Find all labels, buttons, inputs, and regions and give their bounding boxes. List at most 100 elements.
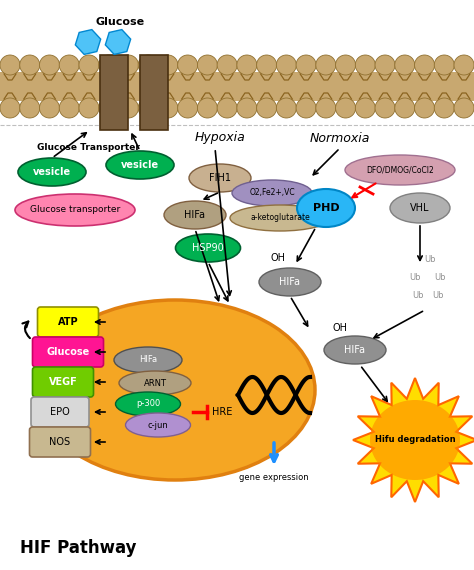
Text: O2,Fe2+,VC: O2,Fe2+,VC: [249, 189, 295, 197]
Circle shape: [178, 55, 198, 75]
Circle shape: [118, 55, 138, 75]
Circle shape: [296, 55, 316, 75]
Circle shape: [39, 55, 59, 75]
Circle shape: [39, 98, 59, 118]
Circle shape: [197, 98, 218, 118]
Text: HSP90: HSP90: [192, 243, 224, 253]
Text: Glucose: Glucose: [95, 17, 145, 27]
Circle shape: [0, 55, 20, 75]
Circle shape: [356, 55, 375, 75]
Circle shape: [178, 98, 198, 118]
Circle shape: [237, 55, 257, 75]
Circle shape: [217, 98, 237, 118]
Circle shape: [79, 98, 99, 118]
Text: Ub: Ub: [409, 274, 421, 283]
Ellipse shape: [259, 268, 321, 296]
Text: HIFa: HIFa: [184, 210, 206, 220]
Circle shape: [395, 55, 415, 75]
Text: ARNT: ARNT: [144, 378, 166, 388]
Circle shape: [375, 55, 395, 75]
Text: a-ketoglutarate: a-ketoglutarate: [250, 214, 310, 222]
FancyBboxPatch shape: [33, 337, 103, 367]
Circle shape: [20, 98, 40, 118]
Circle shape: [316, 55, 336, 75]
Text: HIFa: HIFa: [139, 356, 157, 364]
Ellipse shape: [35, 300, 315, 480]
Ellipse shape: [390, 193, 450, 223]
FancyBboxPatch shape: [29, 427, 91, 457]
Text: FIH1: FIH1: [209, 173, 231, 183]
FancyBboxPatch shape: [37, 307, 99, 337]
Text: Hypoxia: Hypoxia: [195, 132, 246, 145]
Ellipse shape: [18, 158, 86, 186]
Text: Glucose transporter: Glucose transporter: [30, 206, 120, 214]
Circle shape: [0, 98, 20, 118]
Ellipse shape: [297, 189, 355, 227]
Text: NOS: NOS: [49, 437, 71, 447]
Circle shape: [454, 98, 474, 118]
Text: Ub: Ub: [412, 291, 424, 300]
Circle shape: [316, 98, 336, 118]
Bar: [100, 55, 128, 130]
Bar: [0, 72, 474, 101]
Text: Normoxia: Normoxia: [310, 132, 370, 145]
Bar: [140, 55, 168, 130]
Circle shape: [79, 55, 99, 75]
Text: PHD: PHD: [313, 203, 339, 213]
Ellipse shape: [126, 413, 191, 437]
Circle shape: [217, 55, 237, 75]
Text: Ub: Ub: [432, 291, 444, 300]
Circle shape: [336, 98, 356, 118]
Circle shape: [296, 98, 316, 118]
Text: HIF Pathway: HIF Pathway: [20, 539, 137, 557]
Ellipse shape: [164, 201, 226, 229]
Text: OH: OH: [271, 253, 285, 263]
Ellipse shape: [116, 392, 181, 416]
Text: VEGF: VEGF: [49, 377, 77, 387]
Text: vesicle: vesicle: [33, 167, 71, 177]
Circle shape: [395, 98, 415, 118]
Circle shape: [336, 55, 356, 75]
Circle shape: [434, 98, 454, 118]
Circle shape: [59, 55, 79, 75]
Ellipse shape: [106, 151, 174, 179]
Text: Glucose Transporter: Glucose Transporter: [36, 144, 139, 153]
Circle shape: [138, 55, 158, 75]
Text: DFO/DMOG/CoCl2: DFO/DMOG/CoCl2: [366, 165, 434, 174]
Circle shape: [99, 98, 118, 118]
Circle shape: [375, 98, 395, 118]
Ellipse shape: [232, 180, 312, 206]
Ellipse shape: [324, 336, 386, 364]
Text: p-300: p-300: [136, 400, 160, 409]
Ellipse shape: [119, 371, 191, 395]
Polygon shape: [353, 378, 474, 502]
FancyBboxPatch shape: [31, 397, 89, 427]
Circle shape: [454, 55, 474, 75]
Circle shape: [276, 98, 296, 118]
Ellipse shape: [114, 347, 182, 373]
Circle shape: [197, 55, 218, 75]
Ellipse shape: [345, 155, 455, 185]
Circle shape: [158, 55, 178, 75]
Circle shape: [256, 98, 277, 118]
Circle shape: [256, 55, 277, 75]
Text: gene expression: gene expression: [239, 474, 309, 482]
Text: HIFa: HIFa: [345, 345, 365, 355]
Circle shape: [237, 98, 257, 118]
Text: Ub: Ub: [424, 255, 436, 264]
Text: Ub: Ub: [434, 274, 446, 283]
Ellipse shape: [189, 164, 251, 192]
Text: c-jun: c-jun: [147, 421, 168, 430]
Ellipse shape: [370, 400, 460, 480]
Circle shape: [434, 55, 454, 75]
Ellipse shape: [230, 205, 330, 231]
Text: EPO: EPO: [50, 407, 70, 417]
Circle shape: [415, 55, 435, 75]
FancyBboxPatch shape: [33, 367, 93, 397]
Circle shape: [415, 98, 435, 118]
Text: vesicle: vesicle: [121, 160, 159, 170]
Text: OH: OH: [332, 323, 347, 333]
Text: VHL: VHL: [410, 203, 430, 213]
Ellipse shape: [175, 234, 240, 262]
Circle shape: [356, 98, 375, 118]
